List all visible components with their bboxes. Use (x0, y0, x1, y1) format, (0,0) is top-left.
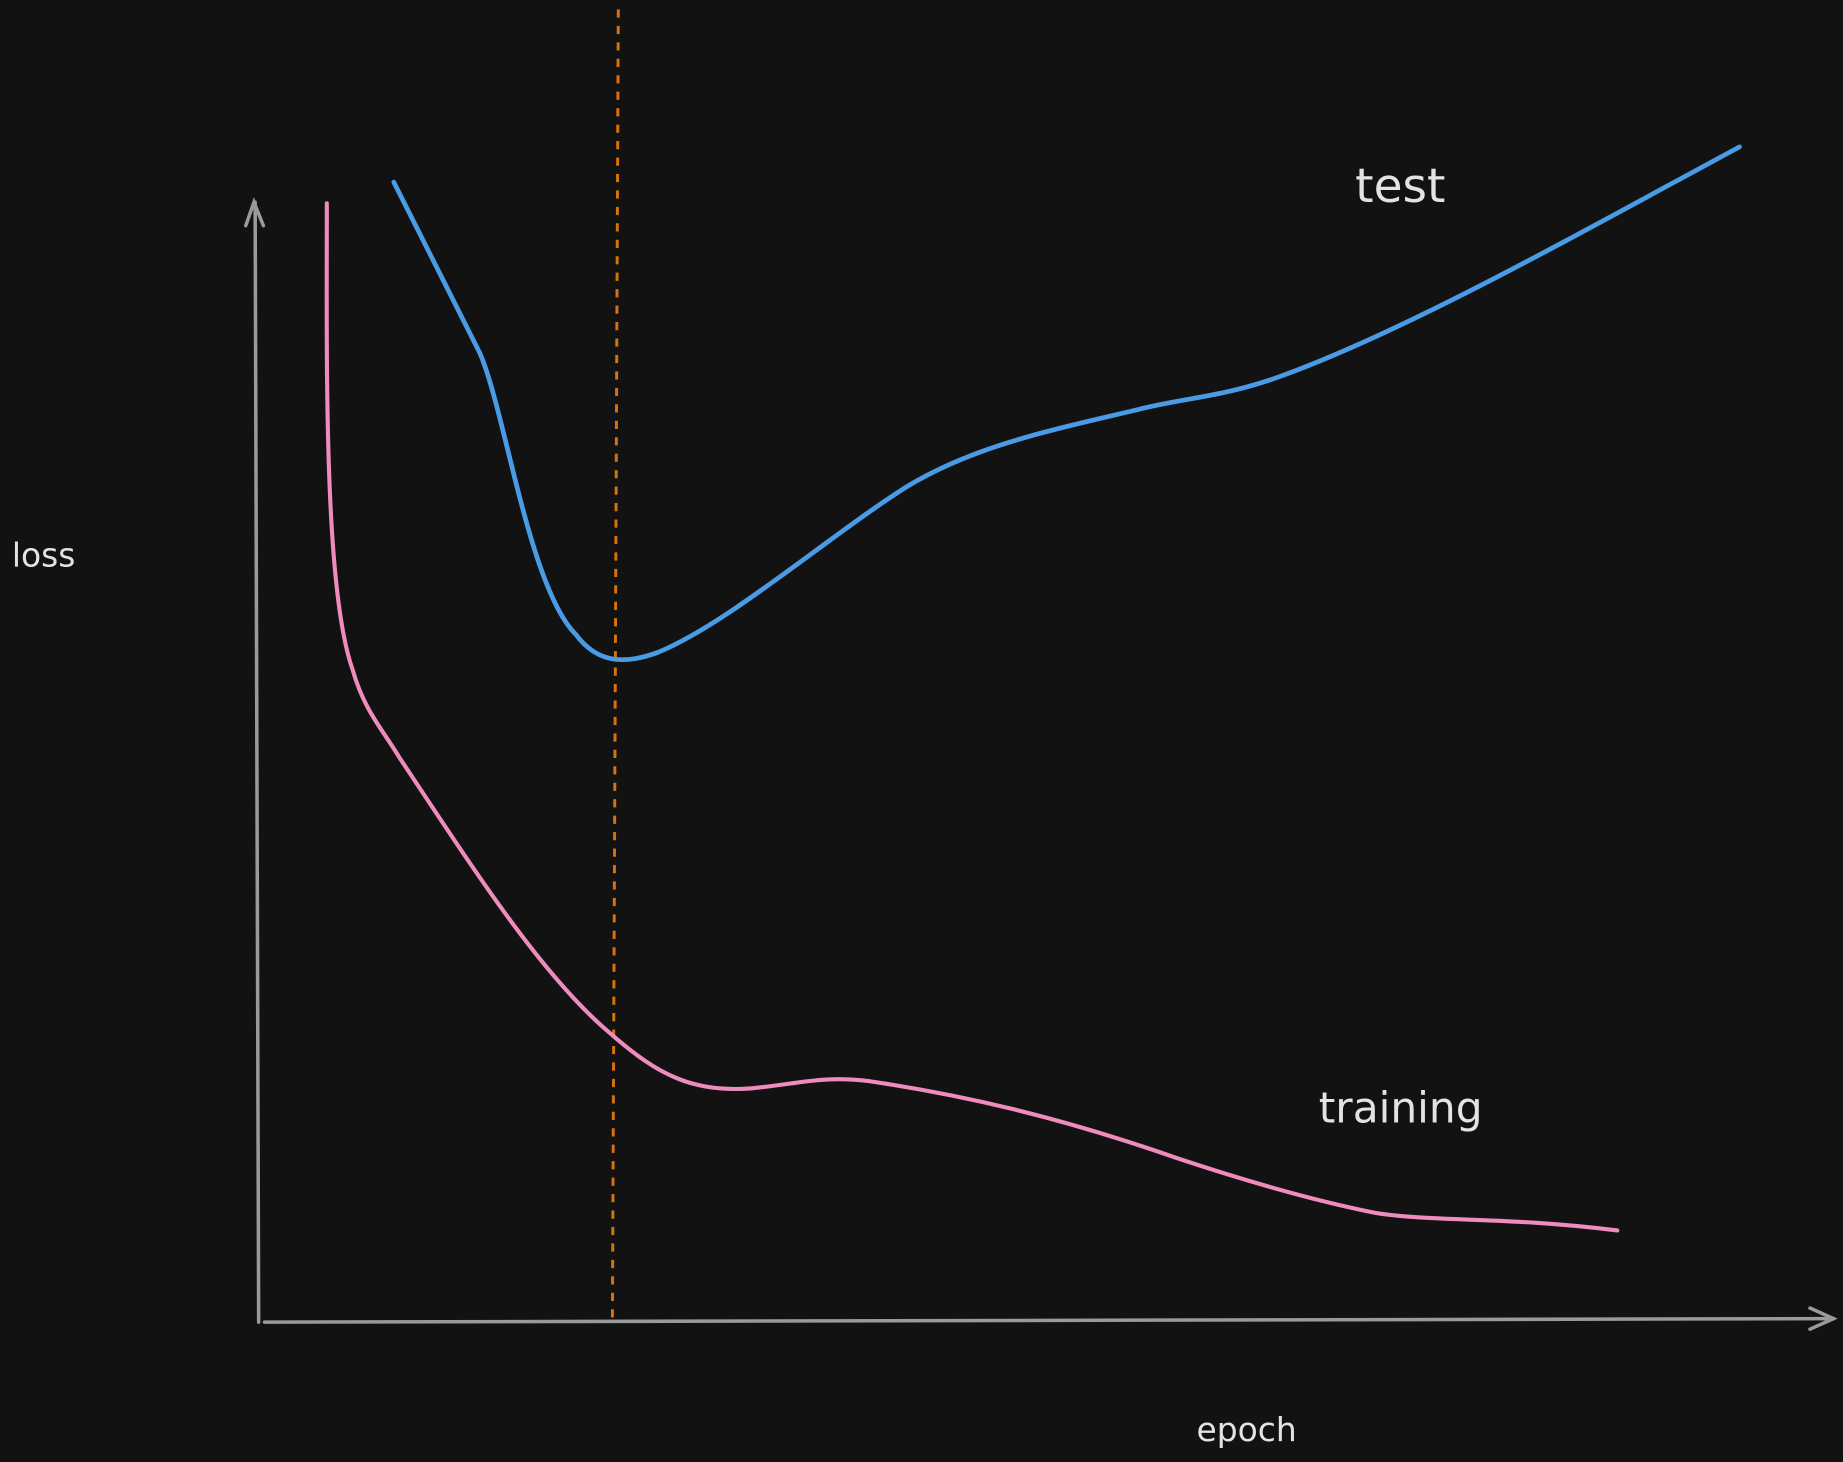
training-curve (324, 201, 1620, 1233)
x-axis-arrow (1808, 1306, 1838, 1331)
test-label: test (1355, 159, 1445, 214)
y-axis-label: loss (12, 535, 76, 574)
x-axis-label: epoch (1197, 1410, 1297, 1449)
x-axis (262, 1316, 1836, 1324)
training-label: training (1319, 1083, 1483, 1132)
y-axis-arrow (243, 197, 266, 228)
y-axis (253, 200, 261, 1324)
early-stop-line (610, 9, 620, 1319)
axes (243, 197, 1838, 1331)
test-curve (391, 144, 1742, 662)
